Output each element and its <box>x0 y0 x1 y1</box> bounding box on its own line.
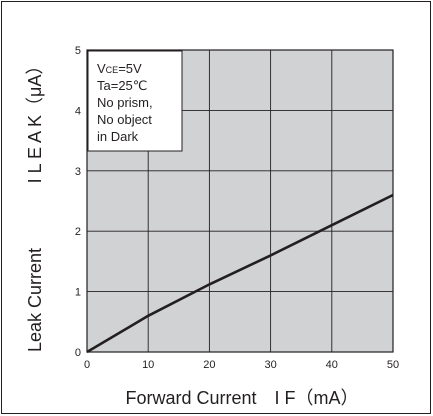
leak-current-line <box>86 193 394 354</box>
y-tick-label: 0 <box>75 347 81 359</box>
annotation-vce-sub: CE <box>106 65 119 75</box>
x-tick-label: 0 <box>84 359 90 371</box>
y-axis-label-leak-current: Leak Current <box>25 248 45 352</box>
tick-labels: 0 10 20 30 40 50 0 1 2 3 4 5 <box>75 45 399 371</box>
annotation-background <box>87 50 183 152</box>
x-tick-label: 40 <box>326 359 338 371</box>
y-tick-label: 1 <box>75 287 81 299</box>
series-lines <box>86 193 394 354</box>
x-tick-label: 10 <box>142 359 154 371</box>
annotation-line-ta: Ta=25℃ <box>97 78 147 93</box>
annotation-line-dark: in Dark <box>97 129 139 144</box>
annotation-vce-value: =5V <box>118 61 142 76</box>
annotation-line-object: No object <box>97 112 152 127</box>
x-tick-label: 30 <box>264 359 276 371</box>
y-tick-label: 5 <box>75 45 81 57</box>
x-tick-label: 50 <box>387 359 399 371</box>
annotation-box: VCE=5V Ta=25℃ No prism, No object in Dar… <box>87 50 183 152</box>
x-tick-label: 20 <box>203 359 215 371</box>
plot-border <box>86 49 394 353</box>
annotation-line-prism: No prism, <box>97 95 153 110</box>
y-axis-label-ileak: I L E A K（μA） <box>25 57 45 184</box>
annotation-vce-v: V <box>97 61 106 76</box>
y-tick-label: 2 <box>75 226 81 238</box>
x-axis-label: Forward Current I F（mA） <box>125 388 358 408</box>
annotation-line-vce: VCE=5V <box>97 61 142 76</box>
y-tick-label: 3 <box>75 166 81 178</box>
y-tick-label: 4 <box>75 105 81 117</box>
y-axis-label: Leak Current I L E A K（μA） <box>25 57 45 352</box>
